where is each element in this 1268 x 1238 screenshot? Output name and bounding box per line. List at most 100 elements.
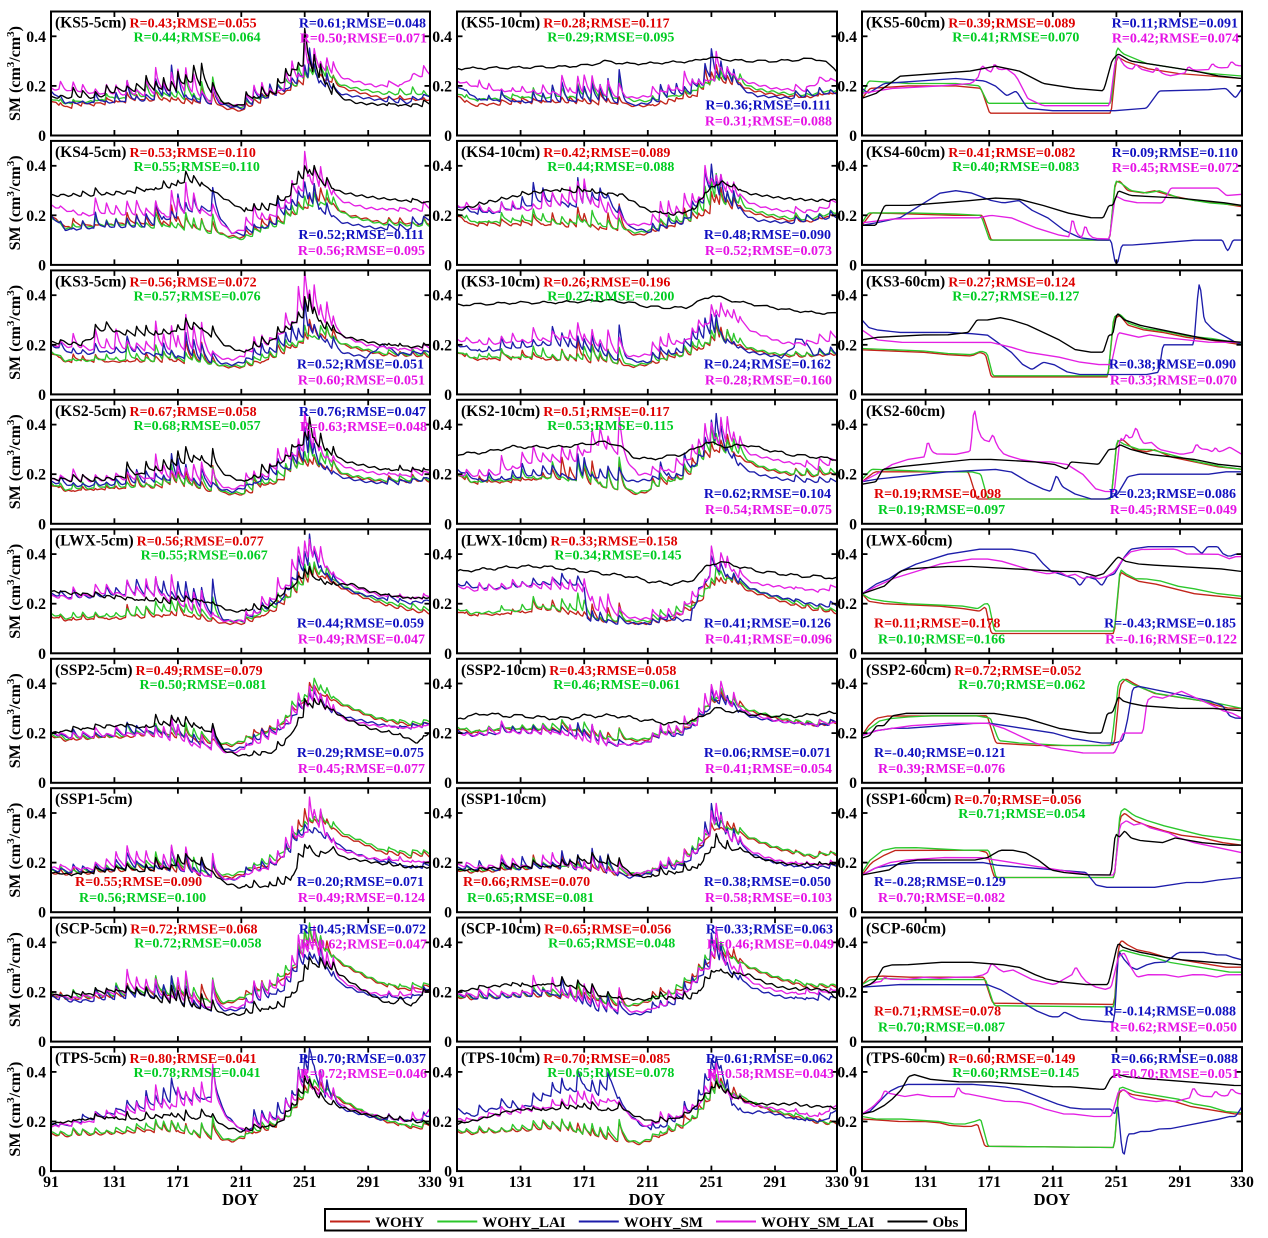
svg-text:0.2: 0.2	[837, 337, 857, 354]
svg-text:WOHY_SM: WOHY_SM	[624, 1215, 703, 1231]
svg-text:0: 0	[444, 516, 452, 533]
svg-text:SM (cm3/cm3): SM (cm3/cm3)	[5, 803, 24, 898]
svg-text:SM (cm3/cm3): SM (cm3/cm3)	[5, 26, 24, 121]
svg-text:R=0.38;RMSE=0.050: R=0.38;RMSE=0.050	[704, 875, 831, 890]
svg-text:0.2: 0.2	[837, 78, 857, 95]
svg-text:SM (cm3/cm3): SM (cm3/cm3)	[5, 544, 24, 639]
svg-text:SM (cm3/cm3): SM (cm3/cm3)	[5, 932, 24, 1027]
svg-text:R=0.29;RMSE=0.095: R=0.29;RMSE=0.095	[547, 31, 674, 46]
svg-text:291: 291	[763, 1174, 787, 1191]
svg-text:R=0.41;RMSE=0.082: R=0.41;RMSE=0.082	[948, 146, 1075, 161]
svg-text:0: 0	[849, 646, 857, 663]
svg-text:0.2: 0.2	[837, 855, 857, 872]
svg-text:R=0.72;RMSE=0.068: R=0.72;RMSE=0.068	[130, 923, 257, 938]
svg-text:R=0.70;RMSE=0.062: R=0.70;RMSE=0.062	[958, 678, 1085, 693]
svg-text:R=0.60;RMSE=0.051: R=0.60;RMSE=0.051	[298, 373, 425, 388]
svg-text:R=0.55;RMSE=0.110: R=0.55;RMSE=0.110	[134, 160, 260, 175]
svg-text:R=0.09;RMSE=0.110: R=0.09;RMSE=0.110	[1112, 146, 1238, 161]
svg-text:R=0.58;RMSE=0.103: R=0.58;RMSE=0.103	[705, 891, 832, 906]
svg-text:R=0.66;RMSE=0.070: R=0.66;RMSE=0.070	[463, 875, 590, 890]
svg-text:91: 91	[449, 1174, 465, 1191]
svg-text:R=0.40;RMSE=0.083: R=0.40;RMSE=0.083	[952, 160, 1079, 175]
svg-text:DOY: DOY	[222, 1190, 259, 1209]
svg-text:R=0.34;RMSE=0.145: R=0.34;RMSE=0.145	[554, 548, 681, 563]
svg-text:R=0.49;RMSE=0.079: R=0.49;RMSE=0.079	[136, 664, 263, 679]
svg-text:211: 211	[636, 1174, 659, 1191]
svg-text:R=0.46;RMSE=0.061: R=0.46;RMSE=0.061	[553, 678, 680, 693]
svg-text:Obs: Obs	[933, 1215, 959, 1231]
svg-text:R=0.45;RMSE=0.077: R=0.45;RMSE=0.077	[298, 762, 425, 777]
svg-text:0.2: 0.2	[432, 985, 452, 1002]
svg-text:R=0.28;RMSE=0.117: R=0.28;RMSE=0.117	[543, 17, 669, 32]
svg-text:R=0.44;RMSE=0.059: R=0.44;RMSE=0.059	[297, 616, 424, 631]
svg-text:0.2: 0.2	[26, 467, 46, 484]
svg-text:0: 0	[849, 257, 857, 274]
svg-text:0.2: 0.2	[432, 726, 452, 743]
svg-text:R=0.06;RMSE=0.071: R=0.06;RMSE=0.071	[704, 746, 831, 761]
svg-text:330: 330	[1230, 1174, 1254, 1191]
svg-text:R=0.80;RMSE=0.041: R=0.80;RMSE=0.041	[130, 1052, 257, 1067]
svg-text:0.2: 0.2	[26, 726, 46, 743]
svg-text:R=0.71;RMSE=0.054: R=0.71;RMSE=0.054	[958, 807, 1085, 822]
svg-text:0: 0	[849, 516, 857, 533]
svg-text:0.4: 0.4	[837, 1064, 857, 1081]
svg-text:0.2: 0.2	[837, 726, 857, 743]
svg-text:0.4: 0.4	[837, 288, 857, 305]
svg-text:0: 0	[444, 257, 452, 274]
svg-text:0.2: 0.2	[837, 208, 857, 225]
svg-text:0.4: 0.4	[26, 935, 46, 952]
svg-text:0.2: 0.2	[432, 208, 452, 225]
svg-text:(KS4-5cm): (KS4-5cm)	[55, 144, 126, 161]
svg-text:R=0.68;RMSE=0.057: R=0.68;RMSE=0.057	[134, 419, 261, 434]
svg-text:0.4: 0.4	[837, 935, 857, 952]
svg-text:0.4: 0.4	[837, 547, 857, 564]
svg-text:0.4: 0.4	[432, 547, 452, 564]
svg-text:R=0.56;RMSE=0.072: R=0.56;RMSE=0.072	[130, 275, 257, 290]
svg-text:R=0.70;RMSE=0.037: R=0.70;RMSE=0.037	[299, 1052, 426, 1067]
svg-text:R=0.27;RMSE=0.124: R=0.27;RMSE=0.124	[948, 275, 1075, 290]
svg-text:0.4: 0.4	[26, 158, 46, 175]
svg-text:(KS4-60cm): (KS4-60cm)	[866, 144, 945, 161]
svg-text:R=0.62;RMSE=0.104: R=0.62;RMSE=0.104	[704, 487, 831, 502]
svg-text:0.4: 0.4	[26, 806, 46, 823]
svg-text:0: 0	[444, 646, 452, 663]
svg-text:0.2: 0.2	[432, 467, 452, 484]
svg-text:(KS2-5cm): (KS2-5cm)	[55, 403, 126, 420]
svg-text:(SSP2-5cm): (SSP2-5cm)	[55, 662, 133, 679]
svg-text:R=0.33;RMSE=0.158: R=0.33;RMSE=0.158	[550, 534, 677, 549]
svg-text:0: 0	[38, 905, 46, 922]
svg-text:0: 0	[849, 775, 857, 792]
svg-text:R=0.55;RMSE=0.090: R=0.55;RMSE=0.090	[75, 875, 202, 890]
svg-text:(KS3-60cm): (KS3-60cm)	[866, 273, 945, 290]
svg-text:0.4: 0.4	[837, 29, 857, 46]
svg-text:0.4: 0.4	[26, 417, 46, 434]
svg-text:0: 0	[849, 1034, 857, 1051]
svg-text:0.4: 0.4	[26, 288, 46, 305]
svg-text:R=0.29;RMSE=0.075: R=0.29;RMSE=0.075	[297, 746, 424, 761]
svg-text:R=0.10;RMSE=0.166: R=0.10;RMSE=0.166	[878, 632, 1005, 647]
svg-text:91: 91	[854, 1174, 870, 1191]
svg-text:R=0.53;RMSE=0.115: R=0.53;RMSE=0.115	[547, 419, 673, 434]
svg-text:(LWX-60cm): (LWX-60cm)	[866, 532, 952, 549]
svg-text:291: 291	[1168, 1174, 1192, 1191]
svg-text:R=0.56;RMSE=0.077: R=0.56;RMSE=0.077	[137, 534, 264, 549]
svg-text:R=0.70;RMSE=0.082: R=0.70;RMSE=0.082	[878, 891, 1005, 906]
svg-text:131: 131	[914, 1174, 938, 1191]
svg-text:R=0.33;RMSE=0.063: R=0.33;RMSE=0.063	[706, 923, 833, 938]
svg-text:0.4: 0.4	[26, 1064, 46, 1081]
svg-text:0: 0	[38, 775, 46, 792]
svg-text:291: 291	[356, 1174, 380, 1191]
svg-text:R=0.45;RMSE=0.072: R=0.45;RMSE=0.072	[1112, 161, 1239, 176]
svg-text:SM (cm3/cm3): SM (cm3/cm3)	[5, 673, 24, 768]
svg-text:WOHY_SM_LAI: WOHY_SM_LAI	[761, 1215, 875, 1231]
svg-text:0: 0	[849, 1164, 857, 1181]
svg-text:(LWX-10cm): (LWX-10cm)	[461, 532, 547, 549]
svg-text:211: 211	[230, 1174, 253, 1191]
svg-text:0: 0	[444, 1034, 452, 1051]
svg-text:R=0.65;RMSE=0.078: R=0.65;RMSE=0.078	[547, 1066, 674, 1081]
svg-text:0.4: 0.4	[26, 29, 46, 46]
svg-text:R=0.49;RMSE=0.124: R=0.49;RMSE=0.124	[298, 891, 425, 906]
svg-text:0: 0	[444, 387, 452, 404]
svg-text:(SSP2-60cm): (SSP2-60cm)	[866, 662, 951, 679]
svg-text:R=-0.40;RMSE=0.121: R=-0.40;RMSE=0.121	[874, 746, 1006, 761]
